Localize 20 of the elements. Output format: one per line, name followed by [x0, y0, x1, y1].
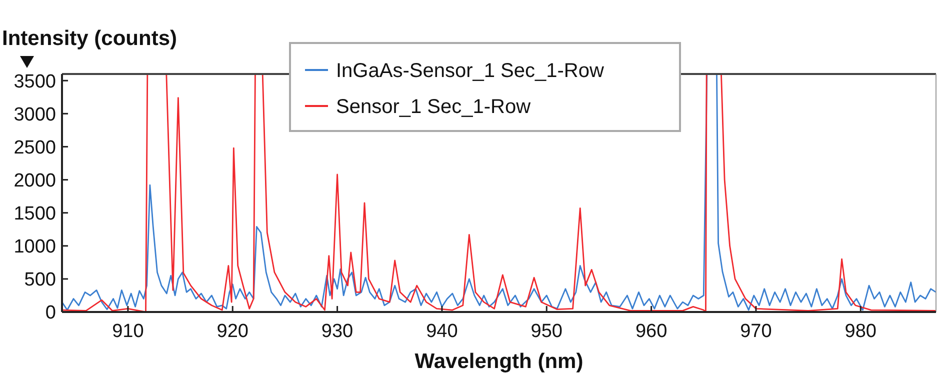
legend-label: Sensor_1 Sec_1-Row	[336, 96, 532, 118]
x-axis-title: Wavelength (nm)	[414, 350, 584, 373]
x-tick-label: 930	[321, 321, 354, 342]
y-tick-label: 500	[24, 270, 56, 291]
x-tick-label: 950	[530, 321, 562, 342]
x-tick-label: 910	[112, 321, 144, 342]
x-tick-label: 920	[216, 321, 248, 342]
y-tick-label: 0	[45, 302, 56, 324]
y-tick-label: 3000	[14, 104, 56, 126]
y-axis-title: Intensity (counts)	[2, 27, 178, 50]
y-tick-label: 2000	[14, 170, 56, 192]
x-tick-label: 970	[740, 321, 772, 342]
legend-label: InGaAs-Sensor_1 Sec_1-Row	[336, 60, 604, 82]
y-tick-label: 3500	[14, 71, 56, 92]
x-tick-label: 960	[635, 321, 668, 342]
y-tick-label: 2500	[14, 137, 56, 158]
x-tick-label: 980	[844, 321, 876, 342]
x-tick-label: 940	[426, 321, 458, 342]
y-tick-label: 1500	[14, 203, 56, 224]
y-tick-label: 1000	[14, 236, 56, 258]
